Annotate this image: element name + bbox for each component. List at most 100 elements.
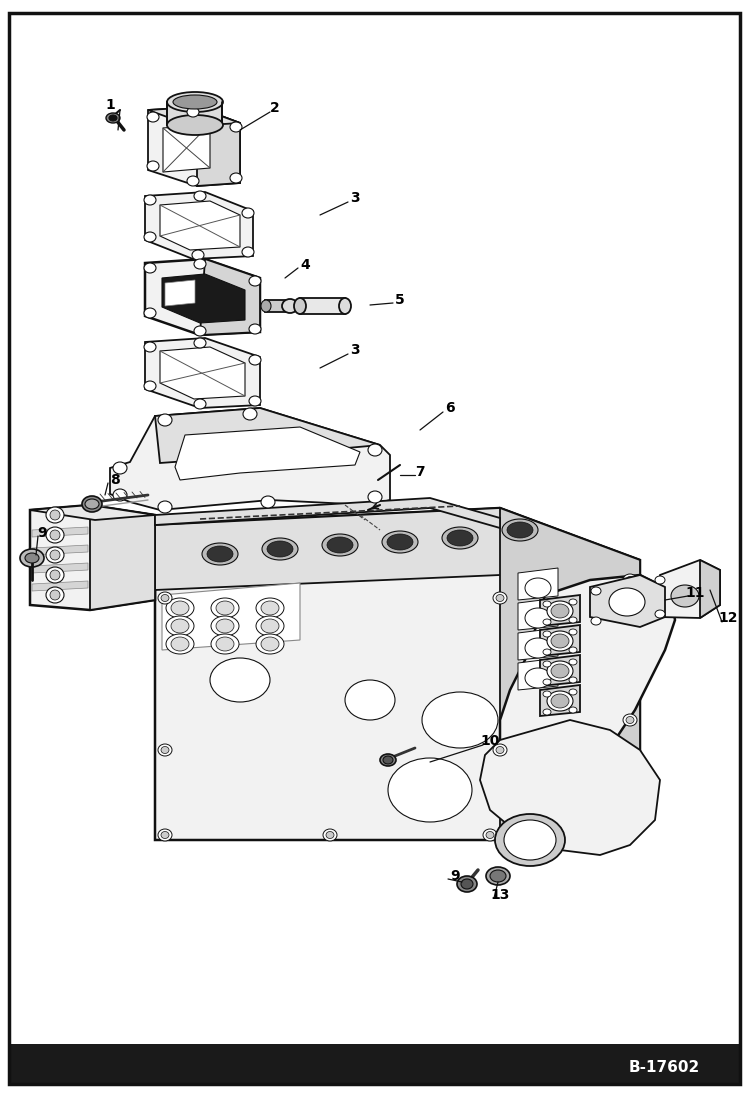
Polygon shape xyxy=(540,685,580,716)
Text: 11: 11 xyxy=(685,586,705,600)
Ellipse shape xyxy=(442,527,478,548)
Text: 6: 6 xyxy=(445,402,455,415)
Ellipse shape xyxy=(261,601,279,615)
Ellipse shape xyxy=(569,617,577,623)
Text: 9: 9 xyxy=(37,525,46,540)
Ellipse shape xyxy=(158,501,172,513)
Ellipse shape xyxy=(173,95,217,109)
Ellipse shape xyxy=(551,694,569,708)
Ellipse shape xyxy=(211,598,239,618)
Ellipse shape xyxy=(507,522,533,538)
Ellipse shape xyxy=(147,112,159,122)
Ellipse shape xyxy=(194,399,206,409)
Polygon shape xyxy=(145,259,260,335)
Polygon shape xyxy=(165,280,195,306)
Ellipse shape xyxy=(256,634,284,654)
Ellipse shape xyxy=(171,601,189,615)
Ellipse shape xyxy=(483,829,497,841)
Text: 3: 3 xyxy=(351,191,360,205)
Ellipse shape xyxy=(368,444,382,456)
Ellipse shape xyxy=(671,585,699,607)
Ellipse shape xyxy=(543,631,551,637)
Ellipse shape xyxy=(171,619,189,633)
Text: 8: 8 xyxy=(110,473,120,487)
Ellipse shape xyxy=(249,276,261,286)
Ellipse shape xyxy=(261,619,279,633)
Ellipse shape xyxy=(171,637,189,651)
Ellipse shape xyxy=(158,829,172,841)
Polygon shape xyxy=(32,563,88,573)
Ellipse shape xyxy=(261,299,271,312)
Ellipse shape xyxy=(504,819,556,860)
Ellipse shape xyxy=(569,647,577,653)
Ellipse shape xyxy=(261,496,275,508)
Ellipse shape xyxy=(495,814,565,866)
Ellipse shape xyxy=(144,263,156,273)
Ellipse shape xyxy=(50,590,60,600)
Bar xyxy=(9,1044,740,1084)
Polygon shape xyxy=(200,259,260,335)
Ellipse shape xyxy=(207,546,233,562)
Ellipse shape xyxy=(323,829,337,841)
Ellipse shape xyxy=(144,342,156,352)
Ellipse shape xyxy=(569,629,577,635)
Polygon shape xyxy=(540,595,580,626)
Ellipse shape xyxy=(211,617,239,636)
Ellipse shape xyxy=(525,608,551,627)
Ellipse shape xyxy=(543,601,551,607)
Ellipse shape xyxy=(547,631,573,651)
Ellipse shape xyxy=(569,706,577,713)
Polygon shape xyxy=(145,192,253,259)
Ellipse shape xyxy=(569,689,577,695)
Ellipse shape xyxy=(326,832,334,838)
Ellipse shape xyxy=(46,507,64,523)
Ellipse shape xyxy=(591,587,601,595)
Polygon shape xyxy=(518,627,558,660)
Ellipse shape xyxy=(50,550,60,559)
Polygon shape xyxy=(163,124,210,172)
Ellipse shape xyxy=(322,534,358,556)
Ellipse shape xyxy=(147,161,159,171)
Ellipse shape xyxy=(327,538,353,553)
Ellipse shape xyxy=(345,680,395,720)
Polygon shape xyxy=(300,298,345,314)
Ellipse shape xyxy=(256,617,284,636)
Ellipse shape xyxy=(380,754,396,766)
Polygon shape xyxy=(518,658,558,690)
Ellipse shape xyxy=(493,592,507,604)
Ellipse shape xyxy=(230,122,242,132)
Polygon shape xyxy=(32,581,88,591)
Ellipse shape xyxy=(496,746,504,754)
Ellipse shape xyxy=(282,299,298,313)
Ellipse shape xyxy=(447,530,473,546)
Polygon shape xyxy=(500,575,675,780)
Polygon shape xyxy=(148,108,240,186)
Polygon shape xyxy=(480,720,660,855)
Ellipse shape xyxy=(569,677,577,683)
Text: 2: 2 xyxy=(270,101,280,115)
Ellipse shape xyxy=(493,744,507,756)
Polygon shape xyxy=(145,338,260,408)
Ellipse shape xyxy=(388,758,472,822)
Ellipse shape xyxy=(46,527,64,543)
Ellipse shape xyxy=(543,649,551,655)
Ellipse shape xyxy=(230,173,242,183)
Text: B-17602: B-17602 xyxy=(629,1060,700,1075)
Ellipse shape xyxy=(210,658,270,702)
Text: 12: 12 xyxy=(718,611,738,625)
Ellipse shape xyxy=(194,326,206,336)
Ellipse shape xyxy=(486,867,510,885)
Text: 13: 13 xyxy=(491,887,509,902)
Ellipse shape xyxy=(249,355,261,365)
Ellipse shape xyxy=(551,604,569,618)
Polygon shape xyxy=(518,568,558,600)
Ellipse shape xyxy=(242,208,254,218)
Text: 9: 9 xyxy=(450,869,460,883)
Ellipse shape xyxy=(267,541,293,557)
Ellipse shape xyxy=(161,832,169,838)
Ellipse shape xyxy=(46,587,64,603)
Ellipse shape xyxy=(422,692,498,748)
Polygon shape xyxy=(540,655,580,686)
Ellipse shape xyxy=(158,744,172,756)
Ellipse shape xyxy=(486,832,494,838)
